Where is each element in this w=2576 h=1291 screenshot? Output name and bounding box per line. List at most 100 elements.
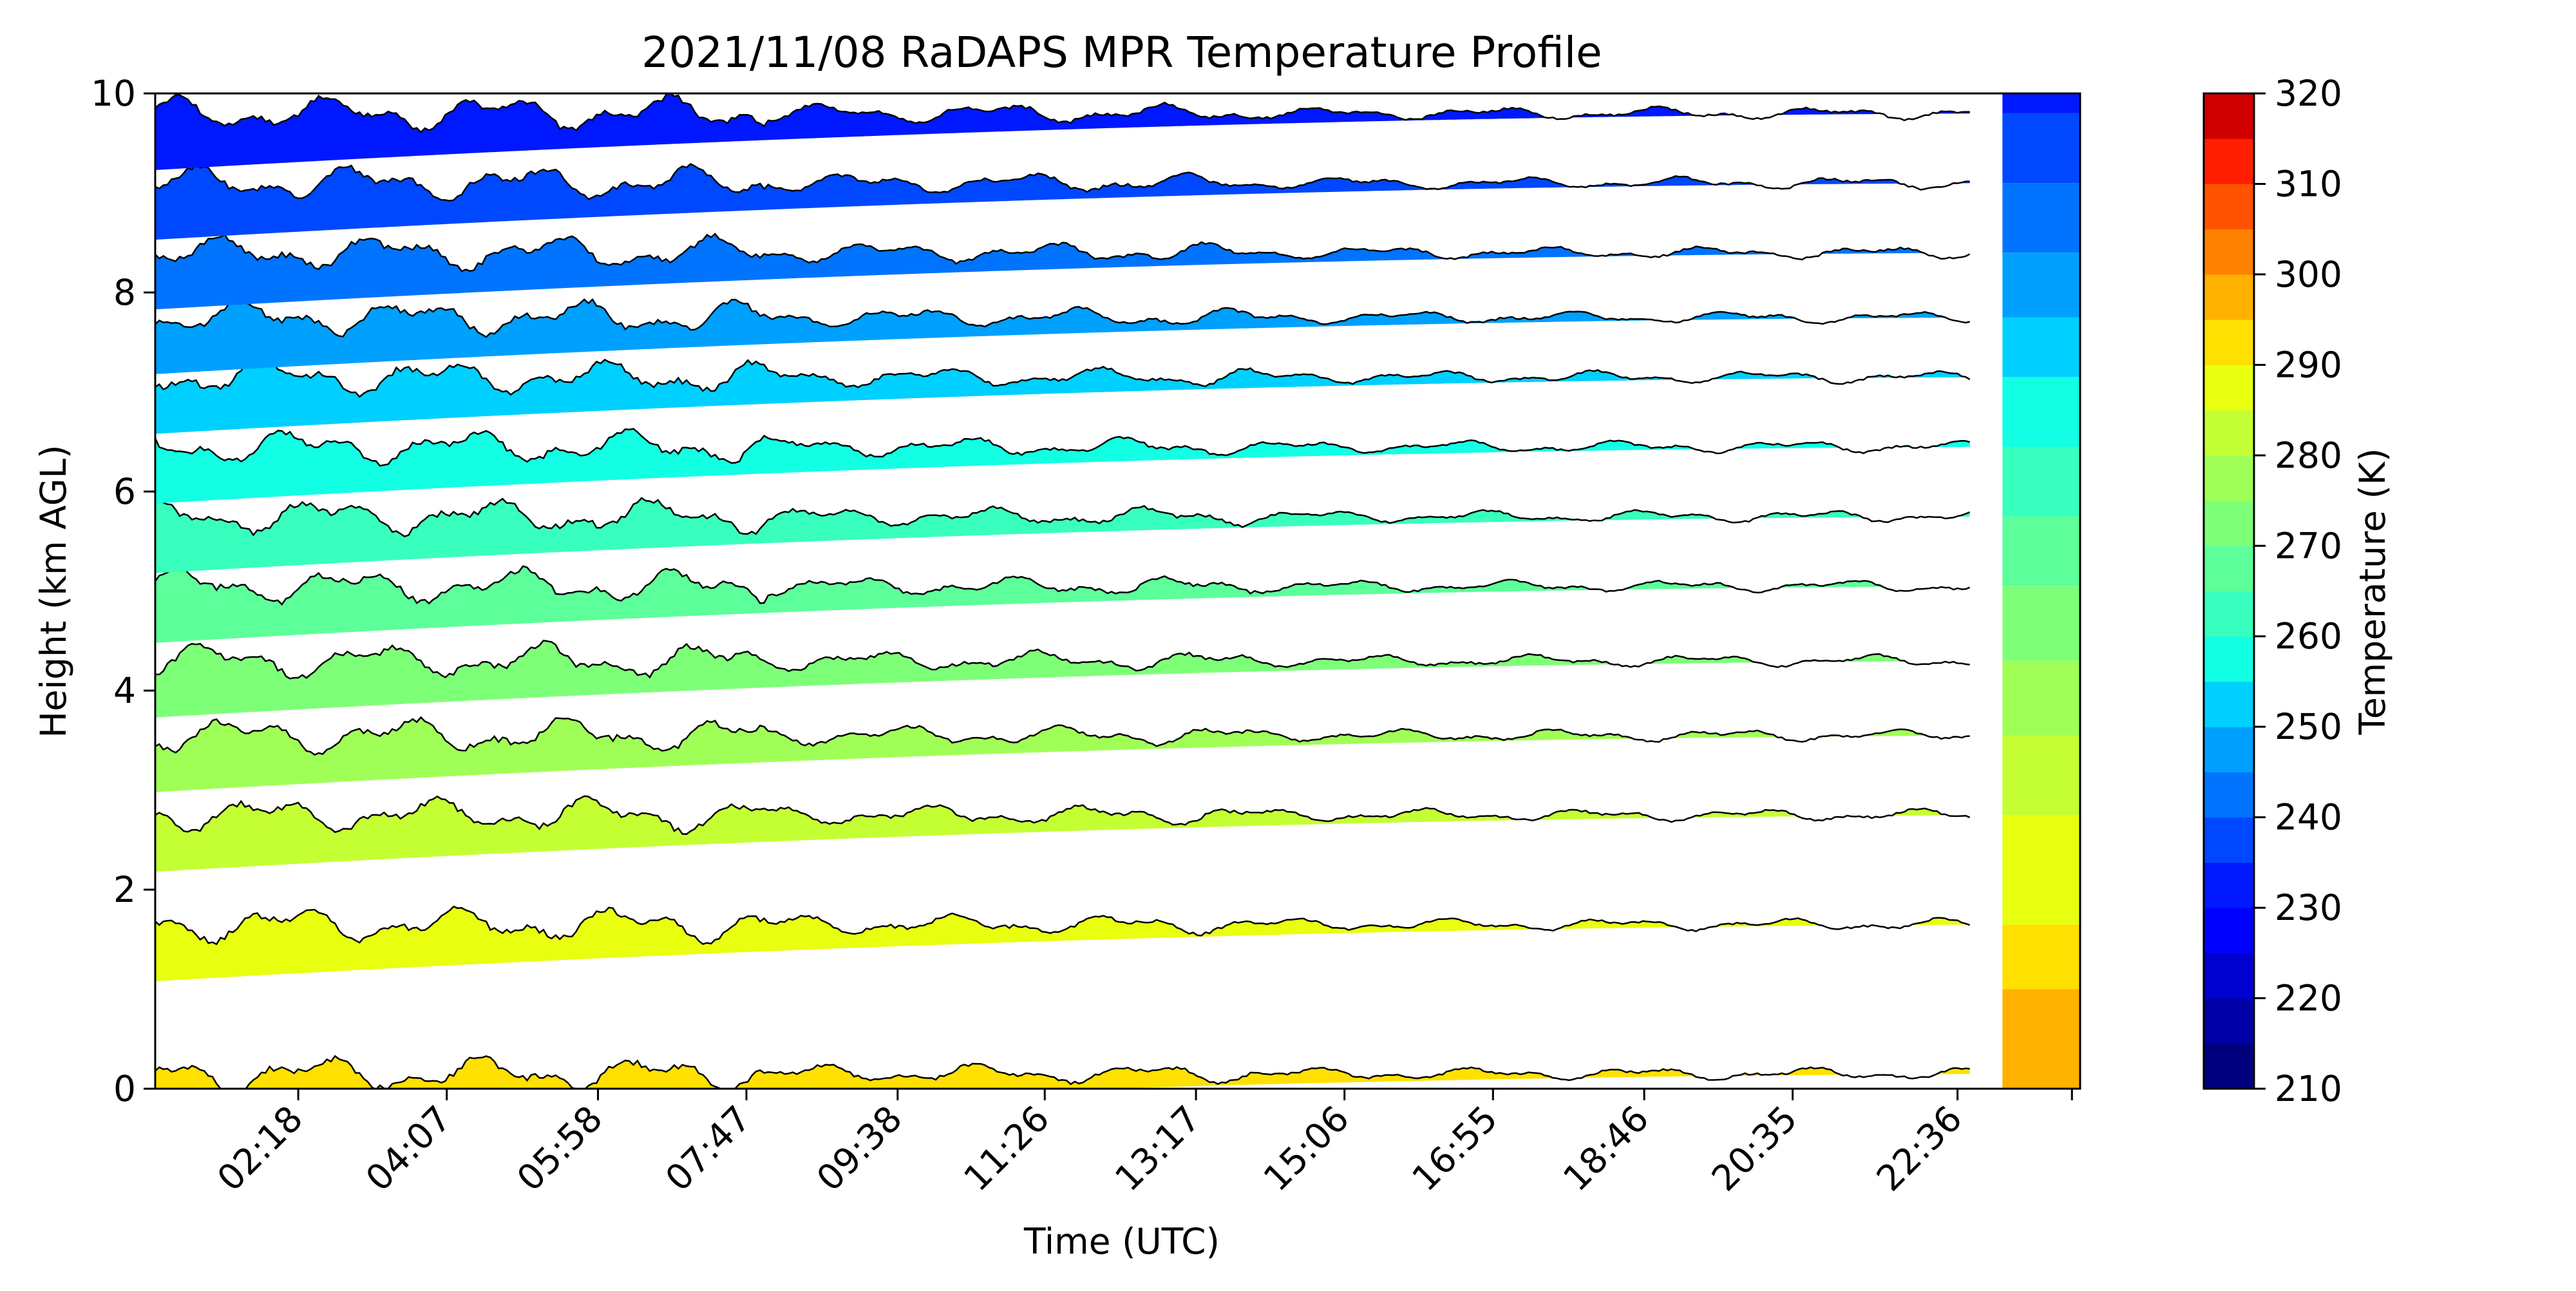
late-column-band (2002, 113, 2080, 184)
x-tick-label: 09:38 (809, 1098, 910, 1199)
contour-line (155, 358, 1971, 398)
colorbar-swatch (2204, 908, 2254, 953)
late-column-band (2002, 317, 2080, 378)
colorbar-tick-label: 260 (2275, 616, 2342, 657)
late-column-band (2002, 815, 2080, 925)
contour-band (155, 428, 1970, 504)
x-axis: 02:18 04:07 05:58 07:47 09:38 11:26 13:17 15:06… (209, 1089, 2073, 1199)
late-column-band (2002, 989, 2080, 1089)
contour-line (155, 795, 1971, 836)
colorbar-swatch (2204, 998, 2254, 1044)
colorbar-swatch (2204, 727, 2254, 772)
colorbar-tick-label: 230 (2275, 887, 2342, 928)
colorbar-swatch (2204, 93, 2254, 139)
colorbar-swatch (2204, 1043, 2254, 1089)
late-column-band (2002, 183, 2080, 253)
colorbar-tick-label: 250 (2275, 706, 2342, 747)
x-tick-label: 04:07 (358, 1098, 459, 1199)
contour-line (155, 639, 1970, 680)
colorbar: 210 220 230 240 250 260 270 280 290 300 310 320 (2202, 73, 2342, 1109)
y-axis-label: Height (km AGL) (33, 445, 74, 738)
y-axis: 0 2 4 6 8 10 (91, 73, 155, 1109)
colorbar-swatch (2204, 817, 2254, 863)
y-tick-label: 10 (91, 73, 136, 114)
colorbar-swatch (2204, 862, 2254, 908)
contour-line (155, 93, 1970, 133)
colorbar-swatch (2204, 953, 2254, 999)
contour-band (155, 93, 1970, 170)
colorbar-swatch (2204, 365, 2254, 411)
plot-frame (154, 92, 2081, 1090)
y-tick-label: 8 (113, 272, 136, 313)
contour-line (155, 495, 1971, 538)
contour-band (155, 1056, 1970, 1089)
colorbar-tick-label: 280 (2275, 435, 2342, 476)
y-tick-label: 0 (113, 1068, 136, 1109)
colorbar-tick-label: 220 (2275, 978, 2342, 1019)
late-column-band (2002, 377, 2080, 447)
colorbar-tick-label: 310 (2275, 163, 2342, 204)
x-tick-label: 02:18 (209, 1098, 310, 1199)
contour-band (155, 495, 1970, 573)
colorbar-swatch (2204, 636, 2254, 682)
contour-band (155, 163, 1970, 240)
colorbar-tick-label: 270 (2275, 525, 2342, 566)
late-column-band (2002, 516, 2080, 586)
y-tick-label: 2 (113, 869, 136, 910)
contour-band (155, 566, 1970, 643)
colorbar-tick-label: 300 (2275, 254, 2342, 295)
x-tick-label: 07:47 (658, 1098, 759, 1199)
colorbar-swatch (2204, 455, 2254, 501)
contour-line (155, 565, 1971, 606)
x-tick-label: 22:36 (1868, 1098, 1969, 1199)
late-column-band (2002, 253, 2080, 318)
colorbar-tick-label: 320 (2275, 73, 2342, 114)
colorbar-swatch (2204, 184, 2254, 230)
contour-line (155, 162, 1970, 202)
x-axis-label: Time (UTC) (1023, 1221, 1220, 1262)
colorbar-swatch (2204, 501, 2254, 546)
x-tick-label: 15:06 (1256, 1098, 1357, 1199)
late-column-band (2002, 446, 2080, 517)
y-tick-label: 4 (113, 670, 136, 711)
contour-line (155, 1055, 1970, 1089)
contour-line (155, 905, 1971, 946)
contour-line (155, 233, 1971, 273)
contour-line (155, 716, 1970, 756)
contour-band (155, 640, 1970, 718)
contour-band (155, 234, 1970, 310)
late-column-band (2002, 735, 2080, 816)
colorbar-swatch (2204, 591, 2254, 637)
colorbar-tick-label: 240 (2275, 797, 2342, 838)
x-tick-label: 20:35 (1703, 1098, 1804, 1199)
colorbar-swatch (2204, 546, 2254, 591)
colorbar-tick-label: 290 (2275, 344, 2342, 385)
colorbar-swatch (2204, 320, 2254, 365)
colorbar-label: Temperature (K) (2352, 448, 2393, 736)
contour-layer (155, 93, 2080, 1089)
contour-band (155, 796, 1970, 872)
x-tick-label: 11:26 (956, 1098, 1057, 1199)
colorbar-swatch (2204, 139, 2254, 184)
x-tick-label: 05:58 (509, 1098, 610, 1199)
late-column-band (2002, 93, 2080, 113)
colorbar-swatch (2204, 274, 2254, 320)
x-tick-label: 13:17 (1107, 1098, 1208, 1199)
contour-band (155, 717, 1970, 792)
colorbar-frame (2202, 92, 2255, 1090)
late-column-band (2002, 660, 2080, 736)
chart-title: 2021/11/08 RaDAPS MPR Temperature Profil… (641, 28, 1602, 77)
late-column-band (2002, 586, 2080, 661)
colorbar-swatch (2204, 772, 2254, 818)
contour-line (155, 298, 1970, 338)
x-tick-label: 18:46 (1555, 1098, 1656, 1199)
contour-band (155, 906, 1970, 982)
x-tick-label: 16:55 (1404, 1098, 1505, 1199)
colorbar-swatch (2204, 410, 2254, 456)
y-tick-label: 6 (113, 471, 136, 512)
plot-area (154, 92, 2081, 1090)
contour-band (155, 299, 1970, 374)
contour-line (155, 428, 1971, 467)
